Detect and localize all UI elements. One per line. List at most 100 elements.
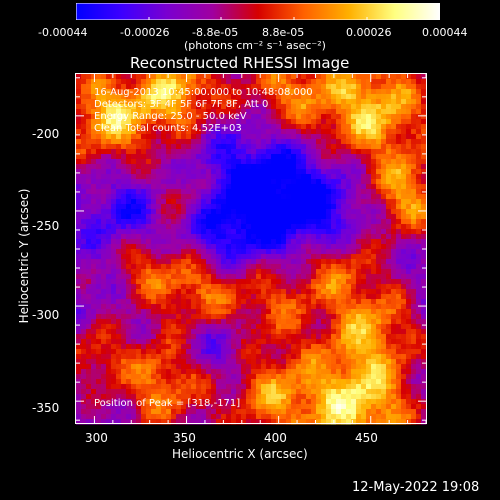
image-pixel	[326, 164, 332, 170]
image-pixel	[421, 314, 427, 320]
image-pixel	[371, 304, 377, 310]
image-pixel	[131, 374, 137, 380]
image-pixel	[186, 199, 192, 205]
image-pixel	[106, 154, 112, 160]
image-pixel	[356, 234, 362, 240]
image-pixel	[326, 274, 332, 280]
image-pixel	[301, 289, 307, 295]
image-pixel	[131, 344, 137, 350]
image-pixel	[416, 294, 422, 300]
image-pixel	[346, 274, 352, 280]
image-pixel	[231, 164, 237, 170]
image-pixel	[146, 344, 152, 350]
image-pixel	[406, 414, 412, 420]
image-pixel	[416, 304, 422, 310]
image-pixel	[296, 279, 302, 285]
image-pixel	[266, 239, 272, 245]
image-pixel	[386, 99, 392, 105]
image-pixel	[331, 294, 337, 300]
image-pixel	[321, 359, 327, 365]
image-pixel	[176, 154, 182, 160]
image-pixel	[356, 194, 362, 200]
image-pixel	[251, 149, 257, 155]
image-pixel	[211, 399, 217, 405]
image-pixel	[141, 179, 147, 185]
image-pixel	[231, 244, 237, 250]
image-pixel	[296, 264, 302, 270]
image-pixel	[376, 84, 382, 90]
image-pixel	[166, 154, 172, 160]
image-pixel	[396, 309, 402, 315]
image-pixel	[391, 214, 397, 220]
image-pixel	[246, 214, 252, 220]
image-pixel	[336, 154, 342, 160]
image-pixel	[261, 364, 267, 370]
image-pixel	[166, 409, 172, 415]
image-pixel	[201, 99, 207, 105]
image-pixel	[321, 394, 327, 400]
image-pixel	[321, 159, 327, 165]
image-pixel	[291, 329, 297, 335]
image-pixel	[81, 284, 87, 290]
image-pixel	[161, 129, 167, 135]
image-pixel	[206, 84, 212, 90]
image-pixel	[301, 364, 307, 370]
image-pixel	[301, 189, 307, 195]
image-pixel	[271, 209, 277, 215]
image-pixel	[406, 359, 412, 365]
image-pixel	[146, 139, 152, 145]
image-pixel	[216, 144, 222, 150]
image-pixel	[316, 99, 322, 105]
image-pixel	[316, 239, 322, 245]
image-pixel	[366, 169, 372, 175]
image-pixel	[186, 389, 192, 395]
image-pixel	[251, 304, 257, 310]
image-pixel	[266, 344, 272, 350]
image-pixel	[346, 179, 352, 185]
image-pixel	[211, 334, 217, 340]
image-pixel	[236, 274, 242, 280]
image-pixel	[421, 154, 427, 160]
image-pixel	[136, 334, 142, 340]
image-pixel	[201, 204, 207, 210]
image-pixel	[86, 299, 92, 305]
image-pixel	[321, 219, 327, 225]
image-pixel	[266, 394, 272, 400]
image-pixel	[161, 334, 167, 340]
image-pixel	[401, 204, 407, 210]
image-pixel	[341, 229, 347, 235]
image-pixel	[386, 254, 392, 260]
image-pixel	[346, 289, 352, 295]
image-pixel	[161, 94, 167, 100]
image-pixel	[346, 379, 352, 385]
image-pixel	[351, 239, 357, 245]
image-pixel	[256, 244, 262, 250]
image-pixel	[381, 364, 387, 370]
image-pixel	[316, 394, 322, 400]
image-pixel	[411, 229, 417, 235]
image-pixel	[191, 369, 197, 375]
image-pixel	[126, 234, 132, 240]
image-pixel	[151, 124, 157, 130]
image-pixel	[416, 299, 422, 305]
image-pixel	[411, 189, 417, 195]
image-pixel	[101, 154, 107, 160]
image-pixel	[166, 234, 172, 240]
image-pixel	[301, 219, 307, 225]
image-pixel	[91, 379, 97, 385]
image-pixel	[316, 324, 322, 330]
image-pixel	[271, 99, 277, 105]
image-pixel	[241, 374, 247, 380]
image-pixel	[271, 294, 277, 300]
image-pixel	[76, 204, 82, 210]
image-pixel	[136, 199, 142, 205]
image-pixel	[171, 209, 177, 215]
image-pixel	[96, 129, 102, 135]
image-pixel	[86, 244, 92, 250]
image-pixel	[141, 244, 147, 250]
image-pixel	[396, 84, 402, 90]
image-pixel	[256, 319, 262, 325]
image-pixel	[251, 339, 257, 345]
image-pixel	[156, 199, 162, 205]
image-pixel	[126, 279, 132, 285]
